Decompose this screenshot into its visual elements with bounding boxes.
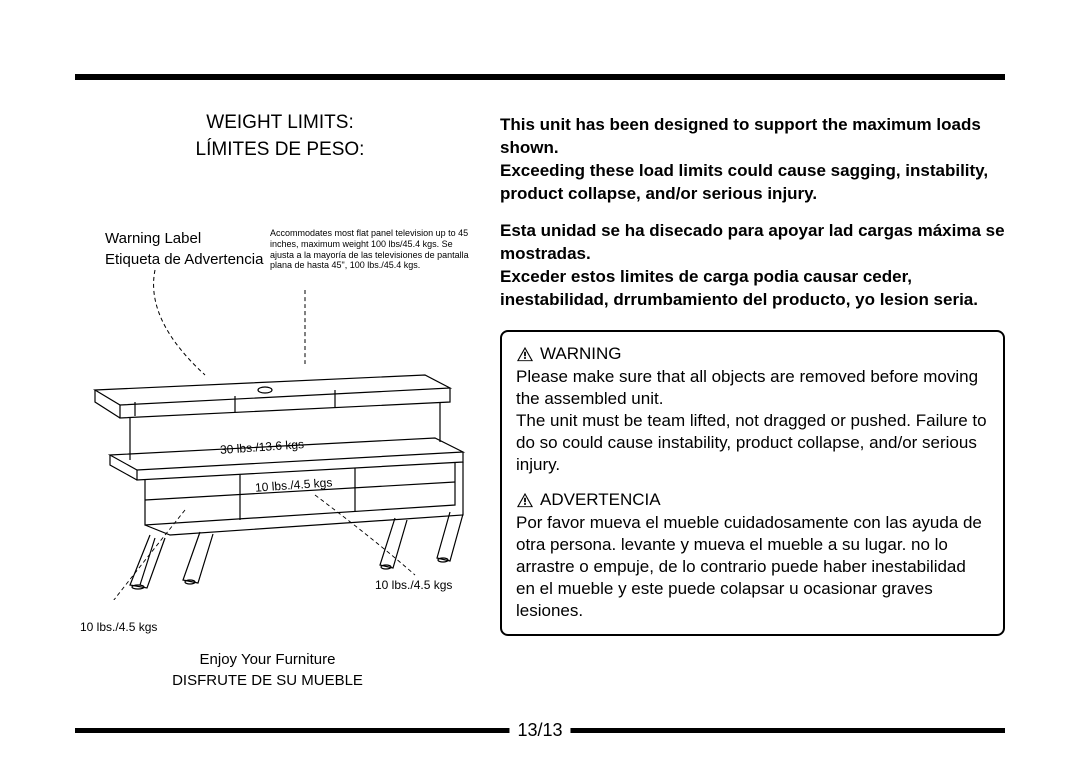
- callout-right: 10 lbs./4.5 kgs: [375, 578, 452, 592]
- warning-icon: [516, 492, 534, 508]
- right-column: This unit has been designed to support t…: [485, 100, 1005, 713]
- para-es: Esta unidad se ha disecado para apoyar l…: [500, 220, 1005, 312]
- content-area: WEIGHT LIMITS: LÍMITES DE PESO: Warning …: [75, 100, 1005, 713]
- top-rule: [75, 74, 1005, 80]
- warning-body-en: Please make sure that all objects are re…: [516, 366, 989, 476]
- warning-box: WARNING Please make sure that all object…: [500, 330, 1005, 637]
- warning-icon: [516, 346, 534, 362]
- enjoy-footer: Enjoy Your Furniture DISFRUTE DE SU MUEB…: [75, 649, 460, 691]
- left-column: WEIGHT LIMITS: LÍMITES DE PESO: Warning …: [75, 100, 485, 713]
- weight-limits-heading: WEIGHT LIMITS: LÍMITES DE PESO:: [75, 110, 485, 163]
- footer-en: Enjoy Your Furniture: [75, 649, 460, 670]
- furniture-diagram: 30 lbs./13.6 kgs 10 lbs./4.5 kgs 10 lbs.…: [75, 360, 475, 600]
- page-number: 13/13: [509, 720, 570, 741]
- footer-es: DISFRUTE DE SU MUEBLE: [75, 670, 460, 691]
- label-en: Warning Label: [105, 228, 263, 249]
- callout-left: 10 lbs./4.5 kgs: [80, 620, 157, 634]
- warning-heading-en: WARNING: [516, 344, 989, 364]
- para-en: This unit has been designed to support t…: [500, 114, 1005, 206]
- warning-body-es: Por favor mueva el mueble cuidadosamente…: [516, 512, 989, 622]
- heading-es: LÍMITES DE PESO:: [75, 137, 485, 164]
- warning-label-es: ADVERTENCIA: [540, 490, 661, 510]
- warning-label-en: WARNING: [540, 344, 622, 364]
- warning-heading-es: ADVERTENCIA: [516, 490, 989, 510]
- heading-en: WEIGHT LIMITS:: [75, 110, 485, 137]
